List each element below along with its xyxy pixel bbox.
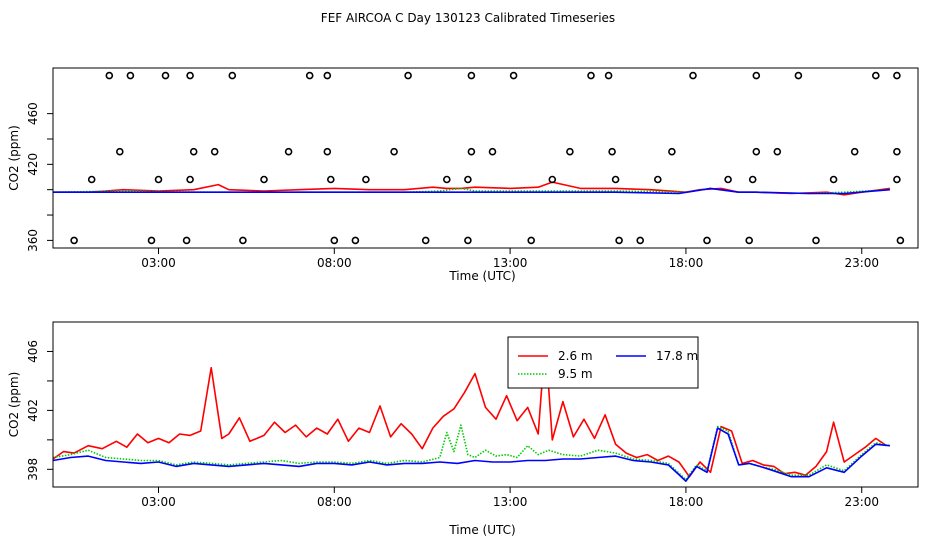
data-point: [305, 71, 314, 80]
data-point: [615, 236, 623, 245]
y-tick-label: 460: [26, 102, 40, 125]
chart-title: FEF AIRCOA C Day 130123 Calibrated Times…: [321, 11, 615, 25]
y-tick-label: 402: [26, 399, 40, 422]
y-axis-label: CO2 (ppm): [7, 372, 21, 438]
data-point: [464, 175, 472, 184]
data-point: [182, 236, 191, 245]
data-point: [330, 236, 339, 245]
bottom-panel: 03:00 08:00 13:00 18:00 23:00 Time (UTC) 398 40…: [7, 321, 919, 537]
data-point: [116, 147, 124, 156]
x-tick-label: 08:00: [317, 256, 352, 270]
data-point: [689, 71, 697, 80]
data-point: [896, 236, 905, 245]
data-point: [467, 71, 476, 80]
data-point: [390, 147, 398, 156]
legend-label: 9.5 m: [558, 367, 593, 381]
data-point: [668, 147, 676, 156]
data-point: [362, 175, 370, 184]
data-point: [105, 71, 114, 80]
data-point: [421, 236, 430, 245]
data-point: [284, 147, 293, 156]
top-panel: 03:00 08:00 13:00 18:00 23:00 Time (UTC) 360 42…: [7, 67, 919, 283]
x-tick-label: 08:00: [317, 495, 352, 509]
data-point: [773, 147, 782, 156]
data-point: [323, 71, 332, 80]
x-axis-label: Time (UTC): [448, 269, 515, 283]
data-point: [566, 147, 574, 156]
data-point: [228, 71, 237, 80]
y-axis-label: CO2 (ppm): [7, 125, 21, 191]
data-point: [850, 147, 859, 156]
data-point: [752, 147, 761, 156]
data-point: [703, 236, 711, 245]
data-point: [442, 175, 451, 184]
series-line-2-6-m: [52, 338, 887, 478]
data-point: [829, 175, 838, 184]
data-point: [488, 147, 497, 156]
y-tick-label: 398: [26, 458, 40, 481]
x-tick-label: 13:00: [493, 495, 528, 509]
x-axis-label: Time (UTC): [448, 523, 515, 537]
data-point: [147, 236, 156, 245]
data-point: [186, 71, 194, 80]
data-point: [260, 175, 268, 184]
data-point: [126, 71, 135, 80]
data-point: [893, 71, 901, 80]
x-tick-label: 18:00: [669, 495, 704, 509]
data-point: [189, 147, 198, 156]
x-tick-label: 03:00: [141, 495, 176, 509]
data-point: [604, 71, 613, 80]
legend-label: 2.6 m: [558, 349, 593, 363]
series-line-17-8-m: [52, 427, 890, 482]
data-point: [509, 71, 518, 80]
y-tick-label: 406: [26, 340, 40, 363]
series-line-17-8-m: [53, 187, 890, 195]
data-point: [794, 71, 803, 80]
x-tick-label: 23:00: [844, 256, 879, 270]
data-point: [70, 236, 78, 245]
data-point: [87, 175, 96, 184]
data-point: [871, 71, 880, 80]
data-point: [527, 236, 536, 245]
legend-box: [507, 336, 699, 389]
data-point: [745, 236, 754, 245]
data-point: [724, 175, 732, 184]
data-point: [748, 175, 757, 184]
x-tick-label: 03:00: [141, 256, 176, 270]
data-point: [548, 175, 557, 184]
data-point: [326, 175, 335, 184]
plot-frame: [52, 67, 919, 249]
data-point: [653, 175, 662, 184]
data-point: [611, 175, 620, 184]
series-line-9-5-m: [52, 424, 891, 481]
data-point: [608, 147, 616, 156]
data-point: [154, 175, 163, 184]
data-point: [752, 71, 761, 80]
data-point: [239, 236, 247, 245]
data-point: [161, 71, 170, 80]
data-point: [587, 71, 595, 80]
x-tick-label: 23:00: [844, 495, 879, 509]
legend: 2.6 m 9.5 m 17.8 m: [507, 336, 699, 389]
data-point: [464, 236, 472, 245]
data-point: [893, 147, 901, 156]
data-point: [323, 147, 332, 156]
data-point: [812, 236, 820, 245]
data-point: [210, 147, 219, 156]
data-point: [893, 175, 901, 184]
plot-frame: [52, 321, 919, 488]
legend-label: 17.8 m: [656, 349, 698, 363]
data-point: [186, 175, 194, 184]
y-tick-label: 360: [26, 229, 40, 252]
data-point: [636, 236, 645, 245]
data-point: [404, 71, 412, 80]
x-tick-label: 13:00: [493, 256, 528, 270]
data-point: [351, 236, 360, 245]
data-point: [467, 147, 476, 156]
x-tick-label: 18:00: [669, 256, 704, 270]
y-tick-label: 420: [26, 153, 40, 176]
